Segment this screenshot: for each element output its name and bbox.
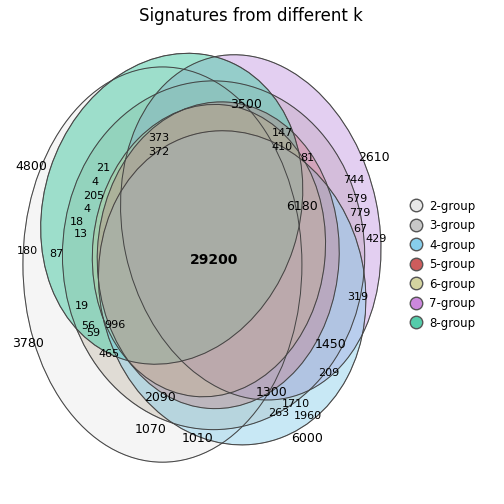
Text: 3500: 3500 [230, 98, 262, 111]
Ellipse shape [23, 67, 302, 462]
Text: 29200: 29200 [190, 253, 238, 267]
Text: 1010: 1010 [181, 432, 213, 446]
Ellipse shape [120, 55, 381, 400]
Text: 18: 18 [70, 217, 84, 227]
Ellipse shape [98, 131, 366, 445]
Legend: 2-group, 3-group, 4-group, 5-group, 6-group, 7-group, 8-group: 2-group, 3-group, 4-group, 5-group, 6-gr… [406, 195, 480, 334]
Text: 6000: 6000 [291, 432, 323, 446]
Text: 1070: 1070 [135, 423, 167, 436]
Text: 81: 81 [300, 153, 314, 163]
Text: 4800: 4800 [15, 160, 47, 173]
Text: 21: 21 [96, 163, 110, 173]
Text: 372: 372 [149, 147, 170, 157]
Text: 19: 19 [75, 301, 89, 311]
Text: 1710: 1710 [282, 399, 310, 409]
Text: 263: 263 [268, 408, 289, 418]
Text: 3780: 3780 [12, 337, 43, 350]
Ellipse shape [92, 104, 326, 397]
Text: 209: 209 [318, 368, 340, 378]
Text: 87: 87 [49, 249, 64, 260]
Text: 579: 579 [346, 194, 367, 204]
Text: 56: 56 [81, 321, 95, 331]
Text: 465: 465 [99, 349, 120, 359]
Ellipse shape [62, 81, 365, 429]
Title: Signatures from different k: Signatures from different k [139, 7, 363, 25]
Text: 319: 319 [347, 292, 368, 302]
Text: 4: 4 [92, 177, 99, 187]
Text: 1450: 1450 [315, 338, 347, 351]
Text: 373: 373 [149, 133, 170, 143]
Text: 205: 205 [84, 191, 105, 201]
Text: 744: 744 [343, 175, 365, 185]
Text: 67: 67 [353, 224, 367, 234]
Text: 13: 13 [74, 229, 88, 239]
Ellipse shape [41, 53, 303, 364]
Text: 2090: 2090 [144, 391, 176, 404]
Text: 59: 59 [87, 329, 101, 338]
Text: 1960: 1960 [293, 411, 322, 421]
Text: 410: 410 [272, 142, 293, 152]
Text: 1300: 1300 [256, 386, 288, 399]
Text: 996: 996 [104, 320, 125, 330]
Text: 2610: 2610 [358, 151, 390, 164]
Text: 779: 779 [349, 209, 370, 218]
Text: 180: 180 [17, 245, 38, 256]
Ellipse shape [97, 102, 339, 409]
Text: 6180: 6180 [286, 200, 318, 213]
Text: 4: 4 [84, 204, 91, 214]
Text: 429: 429 [365, 234, 387, 244]
Text: 147: 147 [272, 129, 293, 139]
